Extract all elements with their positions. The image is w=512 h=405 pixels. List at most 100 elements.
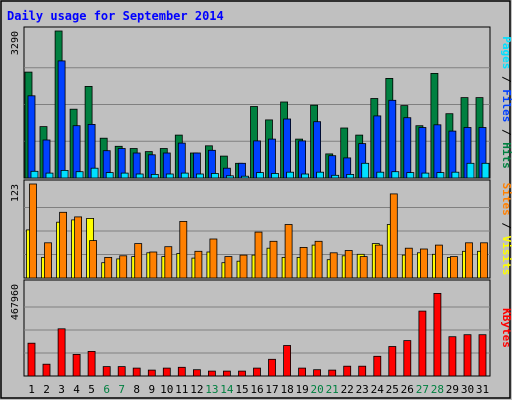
bar-sites-day-1 [29, 183, 37, 279]
x-tick-label-day-15: 15 [235, 383, 248, 396]
bar-sites-day-30 [465, 242, 473, 279]
x-axis-labels: 1 2 3 4 5 6 7 8 9 10 11 12 13 14 15 16 17 18 19 20 21 22 23 24 2… [28, 383, 489, 396]
bar-pages-day-7 [120, 172, 129, 179]
legend-entry-visits: Visits [500, 236, 512, 276]
bar-sites-day-31 [480, 242, 488, 279]
bar-pages-day-12 [195, 173, 204, 179]
bar-sites-day-17 [269, 240, 278, 279]
legend-entry-hits: Hits [500, 142, 512, 169]
bar-kbytes-day-9 [147, 369, 156, 377]
bar-files-day-3 [57, 60, 66, 179]
bar-sites-day-13 [209, 238, 218, 279]
series-pages [30, 162, 490, 179]
bar-kbytes-day-23 [358, 365, 367, 377]
bar-kbytes-day-24 [373, 355, 382, 377]
x-tick-label-day-8: 8 [133, 383, 140, 396]
legend-entry-files: Files [500, 89, 512, 122]
bar-pages-day-16 [256, 172, 264, 179]
y-max-label: 123 [10, 184, 21, 202]
bar-sites-day-16 [254, 231, 263, 279]
bar-files-day-17 [268, 138, 276, 179]
bar-kbytes-day-30 [463, 334, 472, 377]
bar-sites-day-19 [299, 246, 308, 279]
bar-kbytes-day-27 [418, 310, 427, 377]
bar-pages-day-29 [451, 171, 460, 179]
bar-sites-day-28 [434, 244, 443, 279]
bar-pages-day-9 [150, 173, 159, 179]
bar-files-day-19 [298, 140, 307, 179]
bar-files-day-2 [42, 139, 51, 179]
legend-entry-pages: Pages [500, 36, 512, 69]
x-tick-label-day-18: 18 [280, 383, 293, 396]
bar-sites-day-29 [449, 256, 458, 279]
bar-pages-day-11 [180, 172, 189, 179]
panel-plot-area [23, 279, 491, 377]
bar-pages-day-20 [316, 171, 325, 179]
x-tick-label-day-20: 20 [310, 383, 323, 396]
bar-kbytes-day-20 [313, 369, 322, 377]
bar-pages-day-28 [436, 172, 445, 179]
bar-kbytes-day-14 [222, 370, 231, 377]
legend-separator: / [500, 122, 512, 142]
bar-pages-day-10 [165, 173, 174, 179]
bar-kbytes-day-1 [27, 342, 36, 377]
bar-pages-day-26 [406, 172, 415, 179]
bar-sites-day-9 [149, 251, 158, 279]
bar-pages-day-18 [286, 171, 295, 179]
x-tick-label-day-9: 9 [148, 383, 155, 396]
bar-files-day-20 [313, 121, 322, 179]
x-tick-label-day-30: 30 [461, 383, 474, 396]
bar-sites-day-6 [104, 256, 113, 279]
bar-pages-day-15 [241, 175, 249, 179]
bar-sites-day-22 [344, 250, 353, 279]
bar-kbytes-day-3 [57, 328, 66, 377]
bar-kbytes-day-19 [298, 367, 307, 377]
x-tick-label-day-5: 5 [88, 383, 95, 396]
bar-kbytes-day-28 [433, 292, 442, 377]
side-legend-kbytes: KBytes [500, 308, 512, 348]
bar-pages-day-2 [45, 172, 54, 179]
x-tick-label-day-11: 11 [175, 383, 188, 396]
panel-visits-sites: 123 Sites / Visits [10, 179, 512, 279]
bar-pages-day-31 [481, 162, 490, 179]
bar-kbytes-day-17 [268, 358, 276, 377]
x-tick-label-day-27: 27 [416, 383, 429, 396]
bar-kbytes-day-13 [207, 370, 216, 377]
panel-kbytes: 467960 KBytes [10, 279, 512, 377]
x-tick-label-day-7: 7 [118, 383, 125, 396]
y-max-label: 3290 [10, 31, 21, 55]
bar-kbytes-day-21 [328, 369, 337, 377]
x-tick-label-day-16: 16 [250, 383, 263, 396]
x-tick-label-day-31: 31 [476, 383, 489, 396]
bar-sites-day-3 [59, 211, 67, 279]
bar-sites-day-24 [374, 244, 383, 279]
bar-pages-day-5 [90, 167, 99, 179]
series-files [27, 60, 487, 179]
bar-kbytes-day-2 [42, 363, 51, 377]
bar-files-day-18 [283, 118, 292, 179]
bar-pages-day-30 [466, 162, 475, 179]
x-tick-label-day-3: 3 [58, 383, 65, 396]
bar-kbytes-day-6 [102, 366, 111, 377]
bar-kbytes-day-7 [117, 366, 126, 377]
x-tick-label-day-14: 14 [220, 383, 234, 396]
bar-pages-day-17 [271, 173, 279, 179]
x-tick-label-day-29: 29 [446, 383, 459, 396]
bar-kbytes-day-16 [253, 367, 261, 377]
bar-kbytes-day-25 [388, 346, 397, 377]
bar-kbytes-day-5 [87, 350, 96, 377]
bar-kbytes-day-4 [72, 353, 81, 377]
bar-pages-day-6 [105, 172, 114, 179]
side-legend-hits-files-pages: Pages / Files / Hits [500, 36, 512, 169]
bar-pages-day-19 [301, 173, 310, 179]
bar-kbytes-day-15 [238, 370, 246, 377]
bar-sites-day-11 [179, 220, 188, 279]
bar-sites-day-26 [404, 247, 413, 279]
bar-kbytes-day-18 [283, 345, 292, 377]
bar-sites-day-2 [44, 242, 52, 279]
x-tick-label-day-6: 6 [103, 383, 110, 396]
x-tick-label-day-19: 19 [295, 383, 308, 396]
x-tick-label-day-13: 13 [205, 383, 218, 396]
legend-separator: / [500, 69, 512, 89]
